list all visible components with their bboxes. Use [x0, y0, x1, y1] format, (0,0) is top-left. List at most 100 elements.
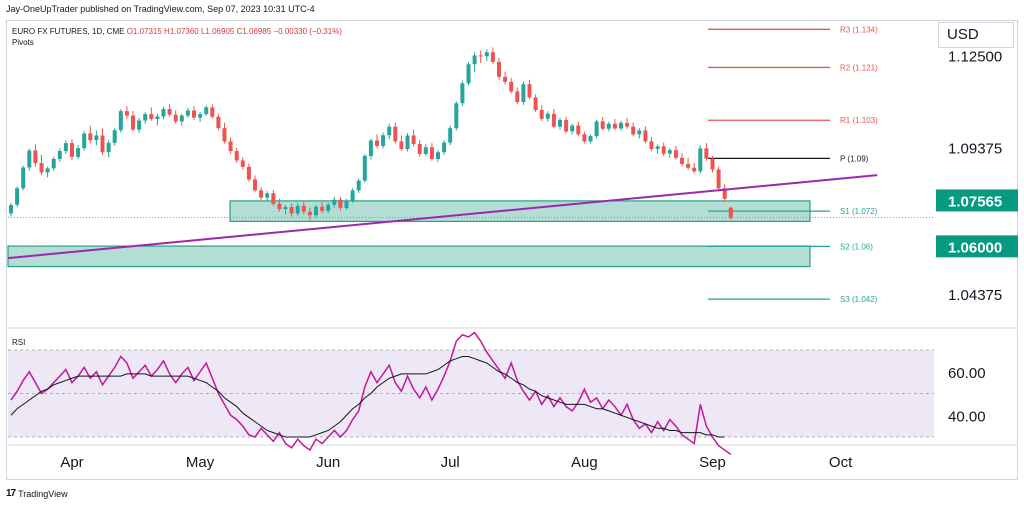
candle-body — [216, 116, 221, 129]
candle-body — [344, 200, 349, 208]
candle-body — [539, 109, 544, 119]
candle-body — [509, 81, 514, 92]
tradingview-brand[interactable]: TradingView — [18, 488, 68, 499]
candle-body — [137, 120, 142, 130]
trendline — [7, 174, 878, 260]
time-axis-label: Oct — [829, 454, 853, 471]
candle-body — [619, 122, 623, 129]
candle-body — [533, 97, 538, 110]
candle-body — [631, 126, 636, 135]
candle-body — [289, 207, 294, 214]
candle-body — [356, 180, 361, 191]
candle-body — [399, 141, 404, 149]
price-badge-label: 1.07565 — [948, 193, 1002, 210]
candle-body — [442, 142, 447, 153]
candle-body — [612, 123, 617, 129]
candle-body — [51, 158, 56, 169]
candle-body — [667, 150, 672, 154]
candle-body — [265, 193, 270, 198]
candle-body — [118, 111, 123, 131]
candle-body — [521, 84, 526, 103]
candle-body — [332, 199, 337, 205]
time-axis-label: Aug — [571, 454, 598, 471]
candle-body — [484, 52, 489, 57]
candle-body — [21, 167, 26, 189]
candle-body — [307, 211, 312, 216]
candle-body — [606, 123, 611, 129]
footer: 17 TradingView — [6, 488, 68, 499]
symbol-name[interactable]: EURO FX FUTURES, 1D, CME — [12, 27, 125, 36]
candle-body — [381, 135, 386, 147]
candle-body — [448, 128, 453, 143]
candle-body — [582, 134, 587, 142]
candle-body — [167, 109, 172, 115]
candle-body — [716, 169, 721, 189]
candle-body — [57, 151, 62, 159]
rsi-tick-label: 40.00 — [948, 408, 986, 425]
candle-body — [15, 188, 20, 205]
candle-body — [271, 193, 276, 204]
candle-body — [173, 114, 178, 122]
candle-body — [204, 107, 209, 115]
time-axis-label: Jun — [316, 454, 340, 471]
candle-body — [301, 205, 306, 212]
candle-body — [655, 146, 660, 149]
candle-body — [643, 130, 648, 142]
candle-body — [460, 83, 465, 104]
candle-body — [680, 157, 684, 164]
candle-body — [710, 158, 715, 170]
candle-body — [70, 143, 74, 157]
candle-body — [63, 143, 68, 152]
candle-body — [9, 205, 13, 214]
candle-body — [692, 167, 697, 172]
rsi-label[interactable]: RSI — [12, 338, 26, 347]
currency-selector[interactable]: USD — [938, 22, 1014, 48]
candle-body — [564, 119, 569, 132]
candle-body — [192, 110, 196, 118]
candle-body — [545, 113, 550, 119]
candle-body — [368, 140, 373, 157]
chart-legend: EURO FX FUTURES, 1D, CME O1.07315 H1.073… — [12, 26, 342, 48]
candle-body — [478, 55, 483, 57]
candle-body — [82, 133, 87, 149]
candle-body — [185, 110, 190, 116]
time-axis-label: Jul — [441, 454, 460, 471]
candle-body — [259, 190, 264, 198]
candle-body — [588, 136, 593, 142]
candle-body — [179, 115, 184, 122]
candle-body — [210, 107, 215, 117]
candle-body — [417, 144, 422, 154]
time-axis-label: Sep — [699, 454, 726, 471]
indicator-name[interactable]: Pivots — [12, 38, 34, 47]
candle-body — [466, 64, 471, 84]
candle-body — [155, 116, 160, 120]
price-tick-label: 1.04375 — [948, 287, 1002, 304]
pivot-label: S2 (1.06) — [840, 242, 873, 251]
candle-body — [228, 141, 233, 152]
tradingview-logo-icon[interactable]: 17 — [6, 488, 16, 499]
candle-body — [576, 125, 581, 135]
candle-body — [94, 135, 99, 141]
price-badge — [936, 189, 1018, 212]
candle-body — [100, 135, 105, 153]
time-axis-label: May — [186, 454, 215, 471]
pivot-label: S3 (1.042) — [840, 295, 878, 304]
candle-body — [283, 207, 288, 210]
time-axis-label: Apr — [60, 454, 83, 471]
candle-body — [143, 114, 148, 121]
candle-body — [423, 147, 428, 154]
candle-body — [362, 156, 367, 181]
candle-body — [338, 199, 343, 208]
price-tick-label: 1.09375 — [948, 140, 1002, 157]
candle-body — [661, 146, 666, 154]
candle-body — [704, 148, 709, 159]
candle-body — [527, 84, 532, 98]
candle-body — [198, 114, 203, 118]
rsi-tick-label: 60.00 — [948, 365, 986, 382]
candle-body — [490, 52, 495, 62]
candle-body — [570, 125, 575, 132]
candle-body — [600, 121, 605, 129]
candle-body — [673, 150, 678, 158]
candle-body — [375, 140, 379, 147]
